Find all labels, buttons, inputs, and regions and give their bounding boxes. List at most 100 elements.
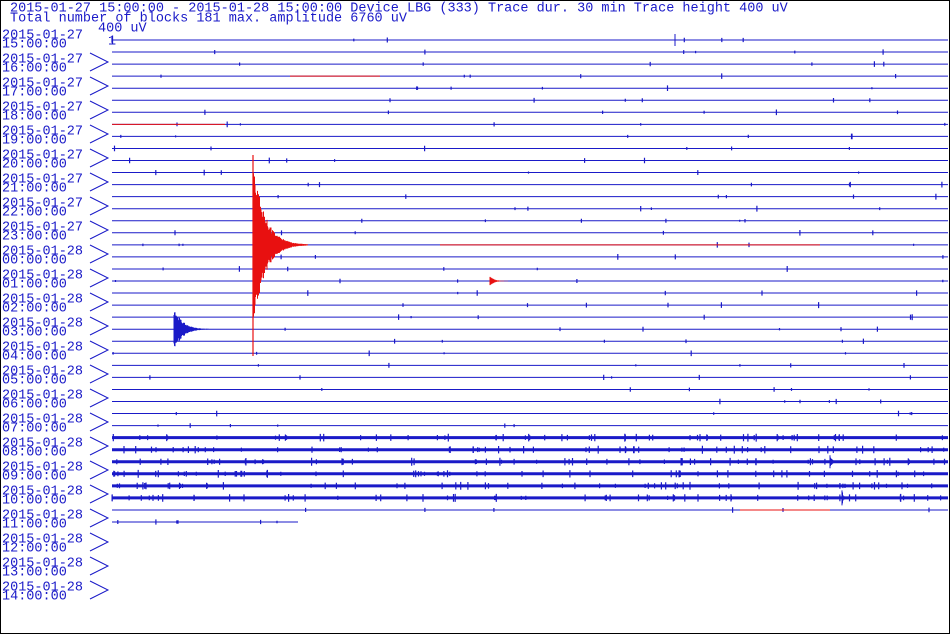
date-label: 2015-01-28 — [2, 509, 83, 524]
trace-noise — [394, 338, 864, 344]
time-label: 21:00:00 — [2, 182, 67, 197]
time-label: 06:00:00 — [2, 398, 67, 413]
time-label: 04:00:00 — [2, 350, 67, 365]
date-label: 2015-01-28 — [2, 245, 83, 260]
date-label: 2015-01-28 — [2, 365, 83, 380]
date-label: 2015-01-27 — [2, 173, 83, 188]
hour-arrow — [89, 484, 110, 504]
trace-noise — [157, 423, 515, 428]
header-line: Total number of blocks 181 max. amplitud… — [10, 12, 408, 27]
hour-arrow — [89, 124, 110, 144]
hour-arrow — [89, 244, 110, 264]
trace-noise — [112, 433, 943, 442]
date-label: 2015-01-28 — [2, 293, 83, 308]
time-label: 09:00:00 — [2, 470, 67, 485]
trace-noise — [175, 410, 913, 417]
trace-noise — [160, 73, 897, 79]
date-label: 2015-01-27 — [2, 149, 83, 164]
date-label: 2015-01-28 — [2, 413, 83, 428]
event-waveform — [173, 312, 214, 347]
trace-noise — [129, 157, 646, 164]
date-label: 2015-01-28 — [2, 317, 83, 332]
hour-arrow — [89, 292, 110, 312]
trace-noise — [112, 350, 847, 357]
date-label: 2015-01-28 — [2, 341, 83, 356]
date-label: 2015-01-28 — [2, 533, 83, 548]
trace-noise — [116, 481, 933, 490]
time-label: 03:00:00 — [2, 326, 67, 341]
time-label: 05:00:00 — [2, 374, 67, 389]
time-label: 17:00:00 — [2, 86, 67, 101]
scale-label: 400 uV — [98, 22, 148, 37]
hour-arrow — [89, 196, 110, 216]
time-label: 02:00:00 — [2, 302, 67, 317]
hour-arrow — [89, 172, 110, 192]
time-label: 14:00:00 — [2, 590, 67, 605]
trace-noise — [389, 97, 871, 103]
time-label: 07:00:00 — [2, 422, 67, 437]
hour-arrow — [89, 100, 110, 120]
time-label: 19:00:00 — [2, 134, 67, 149]
trace-noise — [116, 457, 946, 466]
trace-noise — [214, 49, 884, 55]
hour-arrow — [89, 340, 110, 360]
hour-arrow — [89, 148, 110, 168]
time-label: 13:00:00 — [2, 566, 67, 581]
date-label: 2015-01-27 — [2, 221, 83, 236]
trace-noise — [117, 519, 278, 525]
event-waveform — [489, 276, 508, 286]
date-label: 2015-01-27 — [2, 101, 83, 116]
date-label: 2015-01-28 — [2, 485, 83, 500]
trace-noise — [155, 169, 860, 176]
hour-arrow — [89, 316, 110, 336]
trace-noise — [174, 230, 874, 236]
trace-noise — [123, 445, 945, 454]
hour-arrow — [89, 556, 110, 576]
date-label: 2015-01-27 — [2, 29, 83, 44]
hour-arrow — [89, 52, 110, 72]
trace-noise — [149, 374, 911, 380]
date-label: 2015-01-27 — [2, 197, 83, 212]
trace-noise — [120, 133, 853, 140]
time-label: 00:00:00 — [2, 254, 67, 269]
time-label: 01:00:00 — [2, 278, 67, 293]
hour-arrow — [89, 388, 110, 408]
time-label: 23:00:00 — [2, 230, 67, 245]
time-label: 11:00:00 — [2, 518, 67, 533]
hour-arrow — [89, 460, 110, 480]
trace-noise — [719, 398, 882, 405]
time-label: 22:00:00 — [2, 206, 67, 221]
event-waveform — [841, 490, 848, 506]
hour-arrow — [89, 412, 110, 432]
trace-noise — [204, 109, 899, 116]
trace-noise — [307, 290, 918, 296]
hour-arrow — [89, 76, 110, 96]
trace-noise — [239, 61, 885, 67]
date-label: 2015-01-28 — [2, 461, 83, 476]
time-label: 15:00:00 — [2, 38, 67, 53]
date-label: 2015-01-28 — [2, 437, 83, 452]
trace-noise — [113, 145, 850, 152]
hour-arrow — [89, 220, 110, 240]
hour-arrow — [89, 580, 110, 600]
time-label: 18:00:00 — [2, 110, 67, 125]
trace-noise — [113, 469, 925, 478]
trace-noise — [111, 493, 942, 502]
trace-noise — [284, 326, 878, 332]
trace-noise — [257, 362, 905, 368]
date-label: 2015-01-28 — [2, 581, 83, 596]
trace-noise — [361, 218, 746, 223]
date-label: 2015-01-27 — [2, 53, 83, 68]
trace-noise — [416, 85, 873, 91]
trace-noise — [321, 387, 870, 392]
trace-noise — [277, 193, 937, 200]
time-label: 08:00:00 — [2, 446, 67, 461]
date-label: 2015-01-27 — [2, 125, 83, 140]
hour-arrow — [89, 508, 110, 528]
trace-noise — [398, 314, 913, 321]
hour-arrow — [89, 532, 110, 552]
date-label: 2015-01-27 — [2, 77, 83, 92]
hour-arrow — [89, 436, 110, 456]
trace-noise — [111, 37, 744, 43]
